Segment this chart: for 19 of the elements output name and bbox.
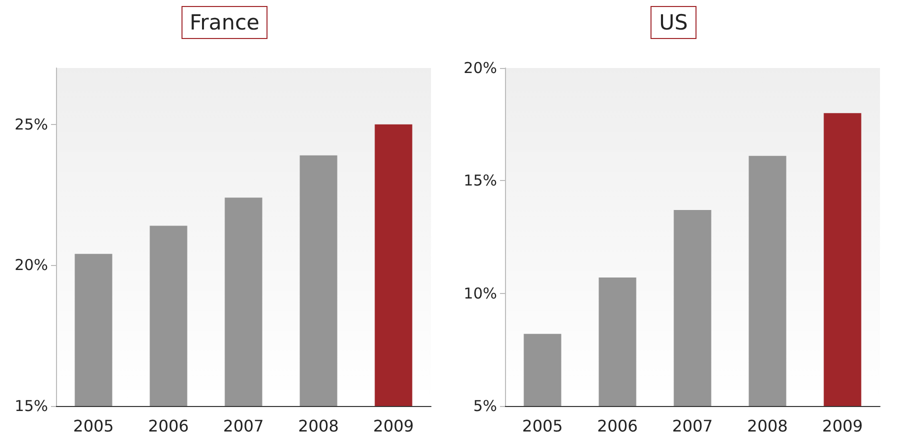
x-tick-label: 2006 [597,416,638,436]
x-tick-label: 2005 [73,416,114,436]
x-tick-label: 2008 [747,416,788,436]
y-tick-label: 15% [464,172,497,190]
x-tick-label: 2009 [822,416,863,436]
x-tick-label: 2007 [223,416,264,436]
chart-title: France [190,10,260,34]
x-tick-label: 2005 [522,416,563,436]
y-tick-label: 5% [473,397,497,415]
y-tick-label: 20% [464,59,497,77]
x-tick-label: 2007 [672,416,713,436]
y-tick-label: 20% [14,256,48,274]
x-tick-label: 2008 [298,416,339,436]
y-tick-label: 15% [14,397,48,415]
y-tick-label: 10% [464,284,497,302]
x-tick-label: 2009 [373,416,414,436]
chart-title: US [659,10,688,34]
y-tick-label: 25% [14,115,48,134]
x-tick-label: 2006 [148,416,189,436]
